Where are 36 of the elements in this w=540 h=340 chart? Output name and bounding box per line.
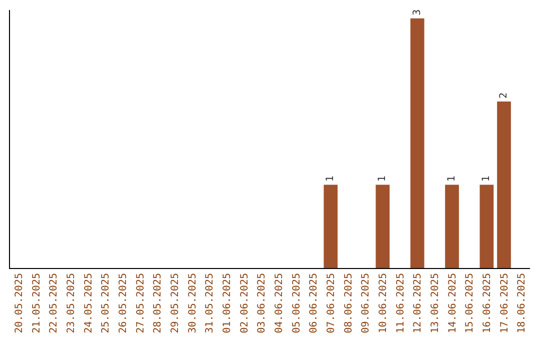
x-tick-label: 03.06.2025 xyxy=(256,273,268,334)
x-tick-label: 04.06.2025 xyxy=(274,273,285,334)
x-tick-label: 31.05.2025 xyxy=(204,273,216,334)
x-tick-label: 26.05.2025 xyxy=(118,273,129,334)
data-label: 1 xyxy=(377,176,388,182)
x-tick-label: 29.05.2025 xyxy=(170,273,181,334)
x-tick-label: 08.06.2025 xyxy=(343,273,354,334)
x-tick-label: 05.06.2025 xyxy=(291,273,302,334)
x-tick-label: 23.05.2025 xyxy=(66,273,77,334)
x-tick-label: 15.06.2025 xyxy=(464,273,476,334)
x-tick-label: 21.05.2025 xyxy=(31,273,42,334)
x-tick-label: 10.06.2025 xyxy=(378,273,389,334)
x-tick-label: 24.05.2025 xyxy=(83,273,94,334)
x-tick-label: 28.05.2025 xyxy=(152,273,164,334)
data-label: 2 xyxy=(498,92,510,99)
x-tick-label: 22.05.2025 xyxy=(48,273,60,334)
x-tick-label: 17.06.2025 xyxy=(499,273,510,334)
x-tick-label: 13.06.2025 xyxy=(430,273,441,334)
x-tick-label: 01.06.2025 xyxy=(222,273,233,334)
data-label: 1 xyxy=(325,176,336,182)
x-tick-label: 12.06.2025 xyxy=(412,273,424,334)
x-tick-label: 06.06.2025 xyxy=(308,273,320,334)
data-label: 1 xyxy=(446,176,458,182)
x-tick-label: 30.05.2025 xyxy=(187,273,198,334)
x-tick-label: 16.06.2025 xyxy=(482,273,493,334)
x-tick-label: 11.06.2025 xyxy=(395,273,406,334)
data-label: 3 xyxy=(412,9,423,16)
x-tick-label: 25.05.2025 xyxy=(100,273,112,334)
x-tick-label: 14.06.2025 xyxy=(447,273,458,334)
x-tick-label: 27.05.2025 xyxy=(135,273,146,334)
x-tick-label: 20.05.2025 xyxy=(14,273,25,334)
x-tick-label: 07.06.2025 xyxy=(326,273,337,334)
x-tick-label: 02.06.2025 xyxy=(239,273,250,334)
x-tick-label: 09.06.2025 xyxy=(360,273,372,334)
data-label: 1 xyxy=(481,176,492,182)
x-tick-label: 18.06.2025 xyxy=(516,273,528,334)
